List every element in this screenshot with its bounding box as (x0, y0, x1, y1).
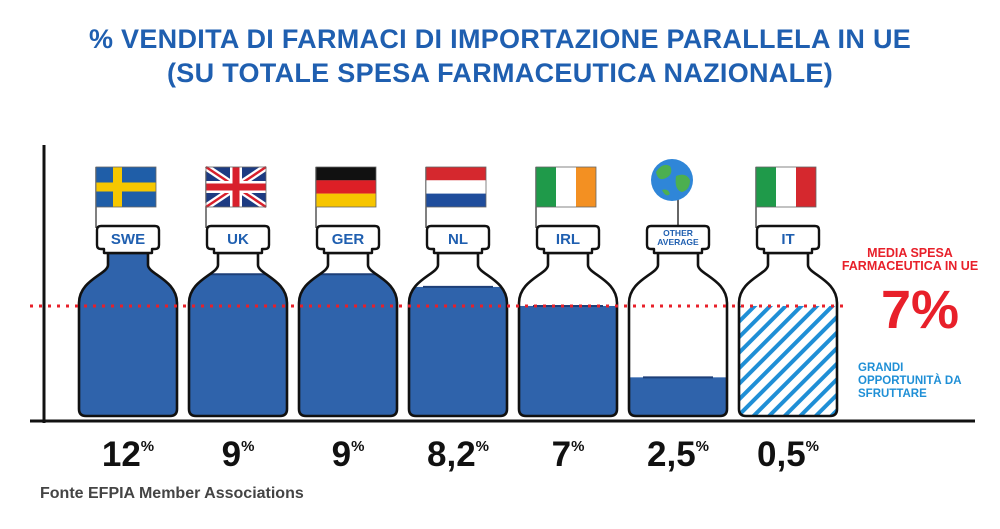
bottle-6: OTHER AVERAGE 2,5% (627, 159, 729, 474)
bar-fill (519, 305, 617, 416)
value-label: 12% (102, 435, 154, 474)
bar-fill (409, 286, 507, 416)
bottle-cap (95, 224, 161, 255)
bar-fill (189, 274, 287, 416)
value-label: 8,2% (427, 435, 489, 474)
chart-title-line-1: % VENDITA DI FARMACI DI IMPORTAZIONE PAR… (88, 24, 912, 54)
bottle-cap (205, 224, 271, 255)
bottle-5: IRL 7% (517, 166, 619, 474)
bar-fill (79, 253, 177, 416)
netherlands-flag-icon (425, 166, 487, 228)
chart-title-line-2: (SU TOTALE SPESA FARMACEUTICA NAZIONALE) (167, 58, 833, 88)
bottle-cap (755, 224, 821, 255)
bottle-cap (535, 224, 601, 255)
reference-line-value: 7% (880, 280, 960, 340)
bottle-cap (645, 224, 711, 255)
uk-flag-icon (204, 164, 268, 228)
ireland-flag-icon (535, 166, 597, 228)
category-label: UK (227, 231, 249, 248)
bottle-7: IT 0,5% (737, 166, 839, 474)
bottle-cap (425, 224, 491, 255)
bar-fill (299, 274, 397, 416)
italy-flag-icon (755, 166, 817, 228)
value-label: 7% (552, 435, 585, 474)
bar-fill-hatched (739, 305, 837, 416)
category-label: OTHER AVERAGE (657, 228, 699, 247)
bottle-outline (517, 251, 619, 418)
value-label: 2,5% (647, 435, 709, 474)
bottle-outline (407, 251, 509, 418)
bottle-3: GER 9% (297, 166, 399, 474)
bottles-layer: SWE 12% UK 9% GER 9% NL 8,2% IRL 7% OTHER AVERAGE 2,… (77, 159, 839, 474)
opportunity-label: GRANDI OPPORTUNITÀ DA SFRUTTARE (858, 362, 962, 400)
bar-fill (629, 377, 727, 416)
category-label: NL (448, 231, 468, 248)
bottle-2: UK 9% (187, 164, 289, 474)
germany-flag-icon (315, 166, 377, 228)
chart-title: % VENDITA DI FARMACI DI IMPORTAZIONE PAR… (0, 22, 1000, 90)
sweden-flag-icon (95, 166, 157, 228)
bottle-outline (187, 251, 289, 418)
category-label: GER (332, 231, 365, 248)
value-label: 0,5% (757, 435, 819, 474)
category-label: SWE (111, 231, 145, 248)
value-label: 9% (332, 435, 365, 474)
bottle-outline (737, 251, 839, 418)
bottle-4: NL 8,2% (407, 166, 509, 474)
source-note: Fonte EFPIA Member Associations (40, 485, 304, 502)
bottle-outline (297, 251, 399, 418)
value-label: 9% (222, 435, 255, 474)
globe-icon (651, 159, 693, 226)
reference-line-label: MEDIA SPESA FARMACEUTICA IN UE (841, 246, 979, 273)
bottle-1: SWE 12% (77, 166, 179, 474)
bottle-outline (627, 251, 729, 418)
category-label: IRL (556, 231, 580, 248)
bottle-cap (315, 224, 381, 255)
bottle-outline (77, 251, 179, 418)
category-label: IT (781, 231, 794, 248)
